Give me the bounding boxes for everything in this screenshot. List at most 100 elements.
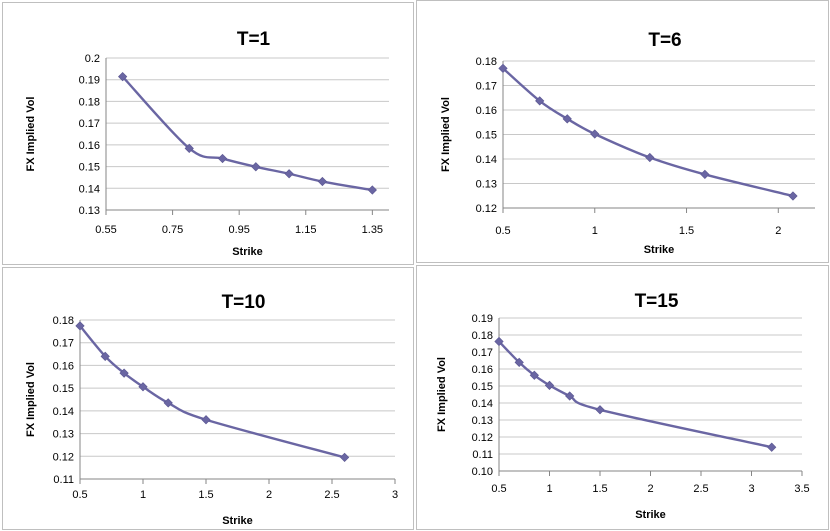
xtick-label-t15-6: 3.5: [794, 483, 809, 495]
ytick-label-t1-0: 0.13: [79, 205, 100, 217]
data-point-t1-6: [367, 185, 377, 195]
xtick-label-t1-2: 0.95: [228, 224, 249, 236]
data-point-t15-0: [494, 336, 504, 347]
xtick-label-t6-1: 1: [592, 225, 598, 237]
ytick-label-t15-8: 0.18: [472, 330, 493, 342]
chart-panel-t1: 0.13 0.14 0.15 0.16 0.17 0.18 0.19 0.2 0.55 0.75 0…: [2, 2, 414, 265]
ytick-label-t1-4: 0.17: [79, 118, 100, 130]
ytick-label-t15-4: 0.14: [472, 398, 493, 410]
ytick-label-t15-5: 0.15: [472, 381, 493, 393]
data-point-t1-4: [284, 169, 294, 179]
ytick-label-t10-7: 0.18: [53, 315, 74, 327]
xtick-label-t1-0: 0.55: [95, 224, 116, 236]
ytick-label-t1-1: 0.14: [79, 183, 100, 195]
chart-svg-t15: 0.10 0.11 0.12 0.13 0.14 0.15 0.16 0.17 0.18 0.19…: [436, 291, 810, 521]
xtick-label-t10-4: 2.5: [324, 489, 339, 501]
ytick-label-t1-6: 0.19: [79, 75, 100, 87]
data-point-t15-5: [595, 405, 605, 415]
ytick-label-t10-2: 0.13: [53, 429, 74, 441]
data-point-t1-2: [217, 153, 228, 164]
ytick-label-t6-4: 0.16: [476, 105, 497, 117]
data-point-t15-2: [529, 370, 539, 380]
data-point-t10-2: [119, 368, 129, 378]
xtick-label-t10-3: 2: [266, 489, 272, 501]
chart-svg-t10: 0.11 0.12 0.13 0.14 0.15 0.16 0.17 0.18 0.5 1 1.5 2…: [25, 292, 398, 527]
series-line-t1: [121, 75, 374, 192]
ytick-label-t15-9: 0.19: [472, 313, 493, 325]
ytick-label-t10-1: 0.12: [53, 451, 74, 463]
ytick-label-t1-2: 0.15: [79, 162, 100, 174]
xtick-label-t1-1: 0.75: [162, 224, 183, 236]
data-point-t1-5: [317, 176, 328, 187]
xtick-label-t10-0: 0.5: [72, 489, 87, 501]
data-point-t6-0: [498, 63, 508, 73]
xtick-label-t15-1: 1: [546, 483, 552, 495]
ytick-label-t10-6: 0.17: [53, 338, 74, 350]
x-axis-label-t15: Strike: [635, 509, 666, 521]
ytick-label-t15-6: 0.16: [472, 364, 493, 376]
data-point-t10-1: [100, 351, 110, 361]
data-point-t6-3: [590, 129, 600, 139]
ytick-label-t6-5: 0.17: [476, 81, 497, 93]
ytick-label-t6-3: 0.15: [476, 130, 497, 142]
x-axis-label-t10: Strike: [222, 515, 253, 527]
series-line-t15: [497, 340, 773, 449]
data-point-t10-0: [75, 321, 85, 331]
xtick-label-t10-5: 3: [392, 489, 398, 501]
data-point-t6-4: [645, 152, 655, 163]
xtick-label-t15-5: 3: [748, 483, 754, 495]
xtick-label-t1-4: 1.35: [362, 224, 383, 236]
xtick-label-t10-2: 1.5: [198, 489, 213, 501]
chart-panel-t15: 0.10 0.11 0.12 0.13 0.14 0.15 0.16 0.17 0.18 0.19…: [416, 265, 829, 530]
chart-title-t6: T=6: [648, 30, 681, 51]
xtick-label-t6-2: 1.5: [679, 225, 694, 237]
xtick-label-t15-2: 1.5: [592, 483, 607, 495]
y-axis-label-t6: FX Implied Vol: [440, 97, 452, 172]
data-point-t10-4: [163, 398, 173, 408]
chart-title-t1: T=1: [237, 29, 271, 50]
x-axis-label-t6: Strike: [644, 244, 675, 256]
data-point-t15-6: [767, 442, 777, 452]
data-point-t15-3: [544, 380, 555, 390]
ytick-label-t6-0: 0.12: [476, 203, 497, 215]
ytick-label-t1-7: 0.2: [85, 53, 100, 65]
chart-title-t10: T=10: [222, 292, 266, 313]
data-point-t6-5: [700, 169, 710, 180]
data-point-t10-3: [138, 382, 148, 392]
chart-svg-t6: 0.12 0.13 0.14 0.15 0.16 0.17 0.18 0.5 1 1.5 2 T=6 S…: [440, 30, 815, 256]
ytick-label-t15-3: 0.13: [472, 415, 493, 427]
ytick-label-t6-6: 0.18: [476, 56, 497, 68]
ytick-label-t1-5: 0.18: [79, 96, 100, 108]
ytick-label-t15-0: 0.10: [472, 466, 493, 478]
xtick-label-t15-0: 0.5: [491, 483, 506, 495]
chart-panel-t10: 0.11 0.12 0.13 0.14 0.15 0.16 0.17 0.18 0.5 1 1.5 2…: [2, 267, 414, 530]
ytick-label-t15-1: 0.11: [472, 449, 493, 461]
y-axis-label-t1: FX Implied Vol: [25, 97, 37, 172]
data-point-t15-1: [514, 357, 524, 367]
data-point-t1-3: [251, 162, 261, 172]
ytick-label-t15-2: 0.12: [472, 432, 493, 444]
data-point-t10-5: [201, 415, 211, 425]
ytick-label-t10-4: 0.15: [53, 383, 74, 395]
xtick-label-t10-1: 1: [140, 489, 146, 501]
y-axis-label-t10: FX Implied Vol: [25, 362, 37, 437]
xtick-label-t15-4: 2.5: [693, 483, 708, 495]
data-point-t1-1: [184, 143, 194, 153]
xtick-label-t1-3: 1.15: [295, 224, 316, 236]
xtick-label-t6-3: 2: [775, 225, 781, 237]
ytick-label-t6-2: 0.14: [476, 154, 497, 166]
data-point-t6-6: [788, 191, 798, 201]
series-line-t10: [78, 324, 346, 459]
ytick-label-t1-3: 0.16: [79, 140, 100, 152]
chart-svg-t1: 0.13 0.14 0.15 0.16 0.17 0.18 0.19 0.2 0.55 0.75 0…: [25, 29, 389, 258]
chart-panel-t6: 0.12 0.13 0.14 0.15 0.16 0.17 0.18 0.5 1 1.5 2 T=6 S…: [416, 0, 829, 263]
ytick-label-t15-7: 0.17: [472, 347, 493, 359]
data-point-t6-1: [535, 96, 545, 106]
data-point-t1-0: [118, 72, 128, 82]
ytick-label-t6-1: 0.13: [476, 179, 497, 191]
y-axis-label-t15: FX Implied Vol: [436, 357, 448, 432]
ytick-label-t10-0: 0.11: [53, 474, 74, 486]
xtick-label-t6-0: 0.5: [495, 225, 510, 237]
series-line-t6: [501, 67, 795, 198]
xtick-label-t15-3: 2: [647, 483, 653, 495]
